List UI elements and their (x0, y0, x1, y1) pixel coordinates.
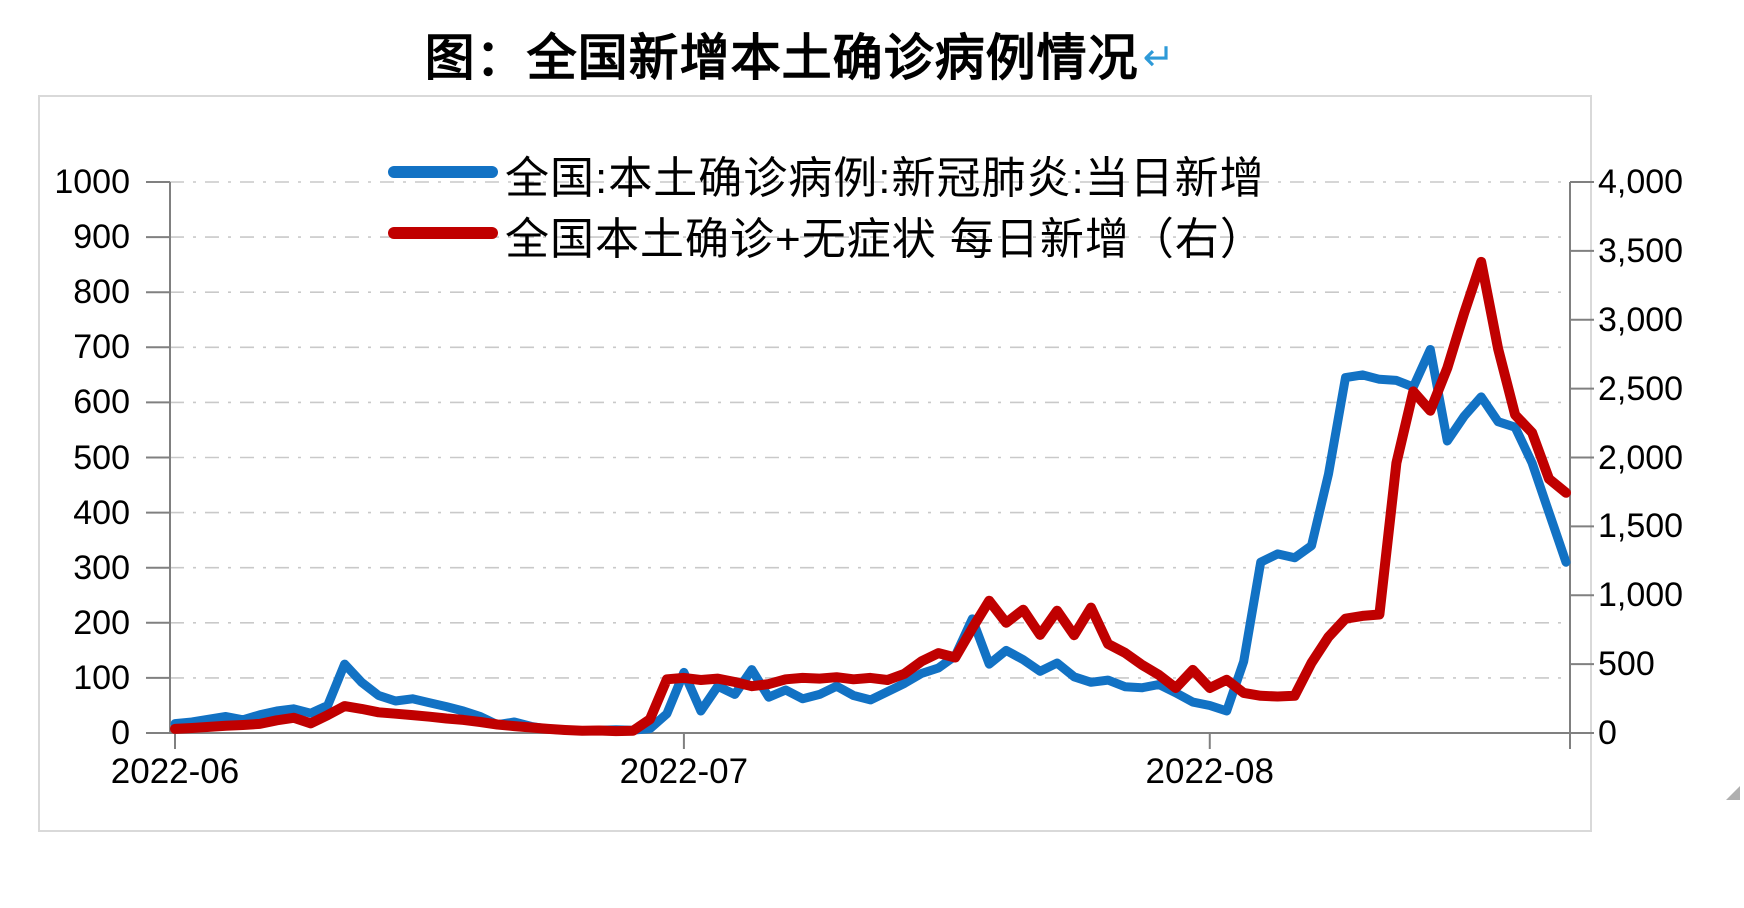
legend-label-confirmed: 全国:本土确诊病例:新冠肺炎:当日新增 (505, 154, 1265, 203)
series-line-1 (170, 256, 1571, 737)
left-axis-label: 900 (73, 218, 130, 257)
left-axis-label: 300 (73, 548, 130, 587)
left-axis-label: 0 (111, 714, 130, 752)
right-axis-label: 4,000 (1598, 163, 1684, 201)
x-axis-label-jun: 2022-06 (110, 752, 240, 791)
legend-label-confirmed-plus-asymptomatic: 全国本土确诊+无症状 每日新增（右） (505, 215, 1265, 264)
left-axis-label: 1000 (54, 163, 130, 201)
series-line-0 (170, 345, 1571, 736)
left-axis-label: 400 (73, 493, 130, 532)
left-axis-label: 800 (73, 273, 130, 312)
legend-swatch-blue (388, 166, 498, 178)
x-axis-label-aug: 2022-08 (1145, 752, 1274, 791)
left-axis-label: 600 (73, 383, 130, 422)
line-break-mark-icon: ↵ (1142, 35, 1176, 79)
right-axis-label: 500 (1598, 645, 1655, 684)
right-axis-label: 1,000 (1598, 576, 1684, 615)
left-axis-label: 500 (73, 438, 130, 477)
x-axis-label-jul: 2022-07 (619, 752, 749, 791)
chart-title-text: 图：全国新增本土确诊病例情况 (424, 28, 1139, 87)
corner-resize-mark (1726, 786, 1740, 800)
right-axis-label: 2,500 (1598, 369, 1684, 408)
legend-swatch-red (388, 227, 498, 239)
left-axis-label: 700 (73, 328, 130, 367)
right-axis-label: 1,500 (1598, 507, 1684, 546)
right-axis-label: 3,000 (1598, 300, 1684, 339)
left-axis-label: 200 (73, 603, 130, 642)
right-axis-label: 2,000 (1598, 438, 1684, 477)
right-axis-label: 3,500 (1598, 231, 1684, 270)
chart-title: 图：全国新增本土确诊病例情况 ↵ (425, 18, 1176, 90)
right-axis-label: 0 (1598, 714, 1617, 752)
left-axis-label: 100 (73, 658, 130, 697)
